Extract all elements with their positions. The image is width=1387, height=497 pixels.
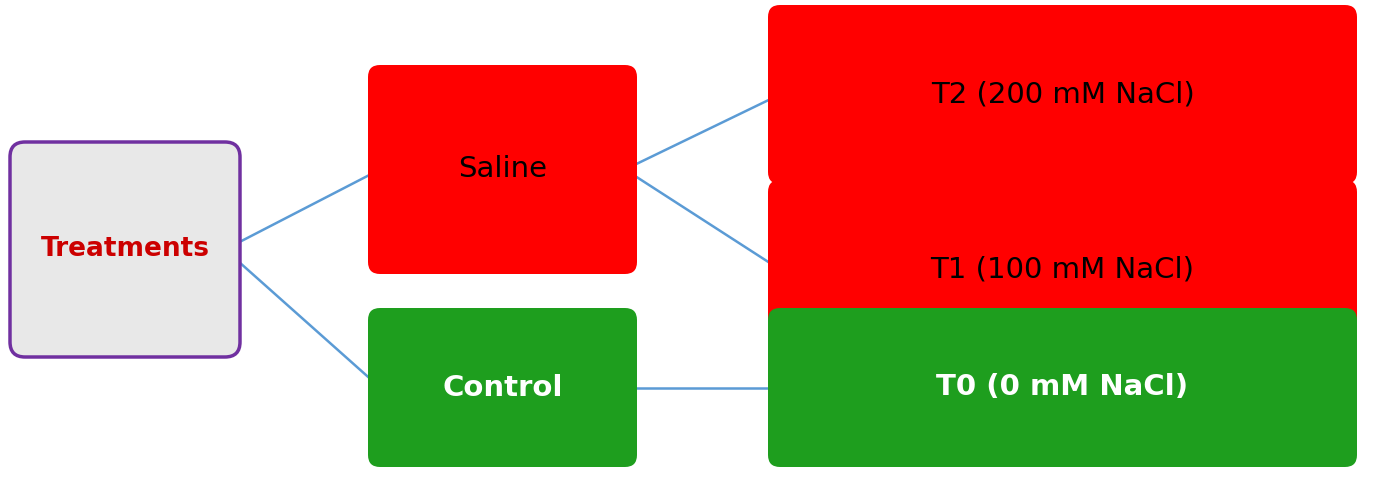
FancyBboxPatch shape [368,308,637,467]
FancyBboxPatch shape [768,180,1356,359]
FancyBboxPatch shape [368,65,637,274]
Text: Saline: Saline [458,156,546,183]
FancyBboxPatch shape [10,142,240,357]
Text: Treatments: Treatments [40,237,209,262]
FancyBboxPatch shape [768,5,1356,184]
Text: Control: Control [442,374,563,402]
Text: T2 (200 mM NaCl): T2 (200 mM NaCl) [931,81,1194,108]
FancyBboxPatch shape [768,308,1356,467]
Text: T0 (0 mM NaCl): T0 (0 mM NaCl) [936,374,1189,402]
Text: T1 (100 mM NaCl): T1 (100 mM NaCl) [931,255,1194,283]
